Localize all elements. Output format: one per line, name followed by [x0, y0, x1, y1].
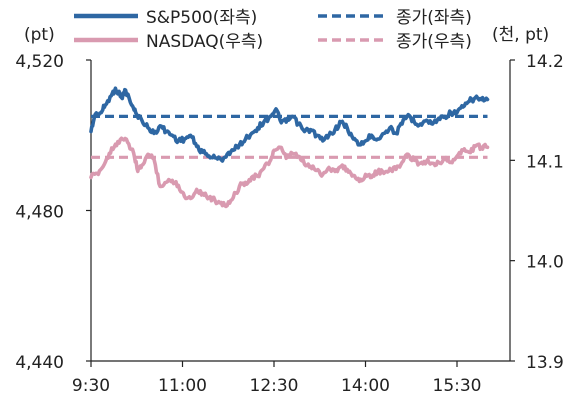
- x-tick-label: 9:30: [72, 376, 110, 396]
- legend-label-sp500: S&P500(좌측): [146, 8, 257, 28]
- legend-label-nasdaq: NASDAQ(우측): [146, 32, 263, 52]
- legend-label-close-right: 종가(우측): [396, 32, 472, 52]
- legend-label-close-left: 종가(좌측): [396, 8, 472, 28]
- right-tick-label: 13.9: [526, 353, 564, 373]
- legend: S&P500(좌측) NASDAQ(우측) 종가(좌측) 종가(우측): [74, 8, 472, 52]
- series-line-nasdaq: [89, 136, 490, 209]
- series-layer: [89, 86, 490, 209]
- left-tick-label: 4,520: [15, 52, 64, 72]
- right-tick-label: 14.2: [526, 52, 564, 72]
- right-tick-label: 14.1: [526, 152, 564, 172]
- x-axis-ticks: 9:30 11:00 12:30 14:00 15:30: [72, 361, 482, 396]
- right-axis-unit: (천, pt): [492, 25, 549, 45]
- right-axis-ticks: 14.2 14.1 14.0 13.9: [510, 52, 564, 373]
- left-axis-unit: (pt): [24, 25, 55, 45]
- left-tick-label: 4,440: [15, 353, 64, 373]
- left-tick-label: 4,480: [15, 203, 64, 223]
- x-tick-label: 12:30: [250, 376, 299, 396]
- x-tick-label: 15:30: [433, 376, 482, 396]
- x-tick-label: 14:00: [341, 376, 390, 396]
- right-tick-label: 14.0: [526, 253, 564, 273]
- series-line-sp500: [89, 86, 490, 163]
- x-tick-label: 11:00: [158, 376, 207, 396]
- left-axis-ticks: 4,520 4,480 4,440: [15, 52, 91, 373]
